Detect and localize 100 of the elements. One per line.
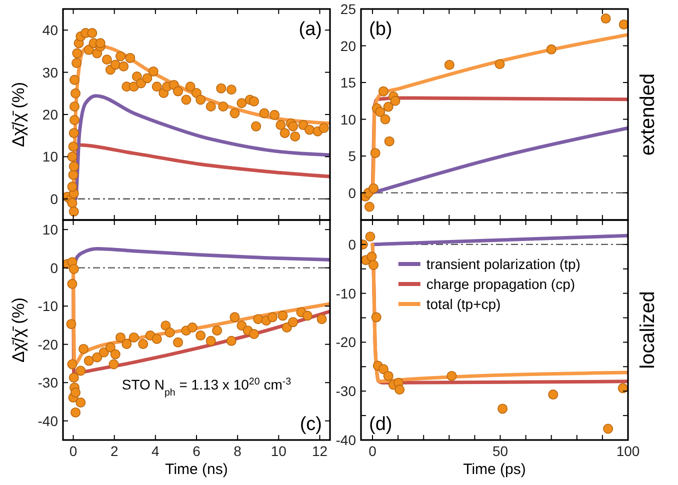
- annotation: STO N$_{ph}$ = 1.13 x 10$^{20}$ cm$^{-3}$: [122, 376, 292, 398]
- point: [378, 364, 388, 374]
- y-tick-label: -40: [336, 432, 356, 448]
- point: [68, 372, 79, 383]
- x-tick-label: 100: [616, 443, 640, 459]
- x-tick-label: 8: [234, 443, 242, 459]
- y-tick-label: 0: [50, 190, 58, 207]
- point: [164, 327, 175, 338]
- y-tick-label: 10: [42, 222, 58, 238]
- point: [446, 370, 457, 381]
- y-tick-label: -40: [38, 412, 58, 429]
- point: [378, 86, 388, 96]
- point: [108, 359, 119, 370]
- point: [546, 44, 556, 54]
- y-tick-label: 25: [340, 1, 356, 17]
- point: [92, 352, 102, 362]
- y-tick-label: -20: [336, 334, 356, 350]
- point: [365, 232, 376, 242]
- y2-axis-title: localized: [637, 291, 659, 369]
- point: [226, 336, 236, 346]
- point: [370, 148, 380, 158]
- y-tick-label: 40: [42, 22, 58, 38]
- point: [206, 336, 216, 346]
- x-tick-label: 2: [110, 443, 118, 459]
- x-tick-label: 50: [492, 443, 508, 459]
- point: [316, 314, 327, 324]
- x-tick-label: 0: [69, 443, 78, 459]
- x-tick-label: 10: [270, 443, 287, 459]
- point: [70, 407, 81, 418]
- legend-label: transient polarization (tp): [426, 256, 580, 272]
- point: [618, 383, 628, 394]
- point: [371, 312, 382, 322]
- x-axis-title: Time (ps): [463, 461, 526, 478]
- point: [368, 260, 379, 270]
- y-tick-label: 30: [42, 64, 58, 80]
- point: [383, 102, 394, 112]
- point: [394, 384, 405, 395]
- y-tick-label: 0: [348, 236, 356, 252]
- point: [618, 19, 628, 30]
- y-tick-label: 10: [340, 111, 356, 128]
- point: [368, 183, 379, 194]
- text: (a): [298, 19, 322, 40]
- legend-label: charge propagation (cp): [426, 276, 576, 292]
- point: [548, 390, 558, 400]
- point: [138, 338, 148, 349]
- point: [187, 322, 198, 333]
- point: [68, 264, 79, 274]
- y-axis-title: Δχ̄/χ̄ (%): [9, 82, 28, 148]
- point: [98, 347, 109, 358]
- point: [67, 278, 78, 289]
- point: [380, 114, 390, 124]
- point: [384, 136, 394, 146]
- y-tick-label: 0: [50, 260, 58, 276]
- y-tick-label: -30: [38, 374, 58, 391]
- x-tick-label: 12: [312, 443, 328, 459]
- point: [212, 326, 222, 336]
- y-tick-label: 20: [340, 38, 356, 54]
- point: [444, 60, 454, 70]
- point: [494, 59, 505, 70]
- point: [76, 398, 86, 408]
- point: [128, 332, 139, 342]
- point: [196, 330, 206, 341]
- y-tick-label: -20: [38, 336, 58, 352]
- point: [105, 342, 116, 352]
- y-tick-label: 10: [42, 148, 58, 165]
- point: [603, 424, 614, 434]
- point: [364, 202, 374, 212]
- point: [253, 314, 264, 324]
- point: [282, 322, 292, 333]
- y-tick-label: -10: [38, 298, 58, 314]
- text: (b): [369, 19, 392, 40]
- point: [70, 388, 81, 398]
- point: [66, 319, 76, 330]
- y-tick-label: 20: [42, 106, 58, 122]
- y2-axis-title: extended: [637, 73, 659, 156]
- y-tick-label: -30: [336, 383, 356, 400]
- point: [78, 344, 89, 354]
- point: [383, 370, 394, 381]
- point: [375, 106, 386, 117]
- y-axis-title: Δχ̄/χ̄ (%): [9, 297, 28, 363]
- point: [600, 14, 611, 24]
- point: [267, 312, 278, 322]
- point: [249, 329, 260, 340]
- x-axis-title: Time (ns): [165, 461, 228, 478]
- x-tick-label: 4: [152, 443, 160, 459]
- point: [302, 310, 312, 321]
- point: [288, 317, 298, 328]
- legend-label: total (tp+cp): [426, 296, 501, 312]
- point: [230, 312, 240, 322]
- y-tick-label: 0: [348, 184, 356, 201]
- y-tick-label: -10: [336, 285, 356, 302]
- point: [152, 334, 162, 344]
- point: [173, 337, 184, 348]
- point: [84, 356, 94, 366]
- point: [116, 332, 126, 342]
- point: [498, 404, 508, 414]
- x-tick-label: 6: [192, 443, 201, 459]
- point: [390, 96, 400, 106]
- text: (c): [300, 414, 322, 435]
- point: [67, 359, 78, 370]
